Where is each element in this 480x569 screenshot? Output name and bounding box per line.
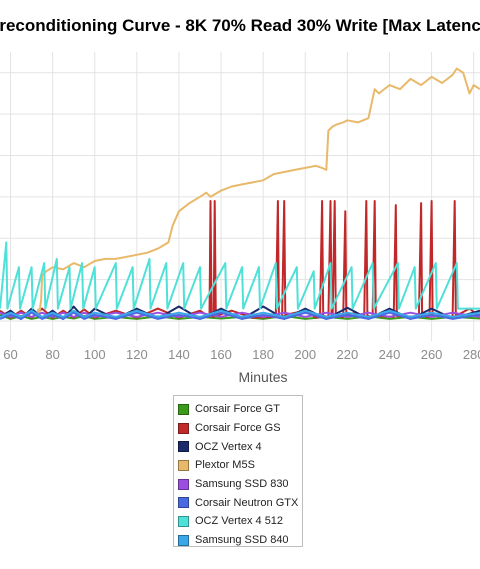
legend-label: OCZ Vertex 4 512 [195, 515, 284, 528]
series-lines [0, 67, 480, 320]
legend-label: Corsair Neutron GTX [195, 496, 299, 509]
x-tick-label: 220 [337, 347, 359, 362]
legend-item: OCZ Vertex 4 [178, 437, 302, 456]
legend-swatch [178, 459, 189, 471]
legend-item: Corsair Neutron GTX [178, 493, 302, 512]
grid-lines [0, 52, 480, 341]
x-tick-label: 240 [379, 347, 401, 362]
x-tick-label: 60 [3, 347, 17, 362]
legend-item: Samsung SSD 830 [178, 475, 302, 494]
x-tick-label: 80 [45, 347, 59, 362]
series-line-samsung-ssd-840 [0, 309, 480, 318]
x-tick-label: 100 [84, 347, 106, 362]
legend-swatch [178, 441, 189, 453]
x-tick-label: 200 [294, 347, 316, 362]
chart-legend: Corsair Force GT Corsair Force GS OCZ Vert… [173, 395, 303, 547]
legend-item: Corsair Force GS [178, 419, 302, 438]
x-tick-label: 140 [168, 347, 190, 362]
series-line-ocz-vertex-4-512 [0, 241, 480, 310]
legend-item: Plextor M5S [178, 456, 302, 475]
legend-swatch [178, 403, 189, 415]
legend-swatch [178, 422, 189, 434]
x-tick-label: 180 [252, 347, 274, 362]
legend-label: Samsung SSD 830 [195, 478, 289, 491]
chart-title: Preconditioning Curve - 8K 70% Read 30% … [0, 16, 480, 35]
x-tick-label: 280 [463, 347, 480, 362]
x-axis-ticks: 60 80 100 120 140 160 180 200 220 240 260 280 [3, 347, 480, 362]
x-tick-label: 260 [421, 347, 443, 362]
x-tick-label: 160 [210, 347, 232, 362]
x-axis-title: Minutes [238, 369, 287, 385]
legend-swatch [178, 515, 189, 527]
legend-label: Corsair Force GT [195, 403, 280, 416]
series-line-plextor-m5s [36, 67, 480, 318]
legend-label: Plextor M5S [195, 459, 255, 472]
legend-label: Corsair Force GS [195, 422, 281, 435]
legend-item: Corsair Force GT [178, 400, 302, 419]
legend-item: Samsung SSD 840 [178, 531, 302, 550]
x-tick-label: 120 [126, 347, 148, 362]
legend-item: OCZ Vertex 4 512 [178, 512, 302, 531]
series-line-corsair-neutron-gtx [0, 311, 480, 320]
legend-label: Samsung SSD 840 [195, 534, 289, 547]
legend-label: OCZ Vertex 4 [195, 440, 262, 453]
legend-swatch [178, 534, 189, 546]
legend-swatch [178, 478, 189, 490]
legend-swatch [178, 497, 189, 509]
